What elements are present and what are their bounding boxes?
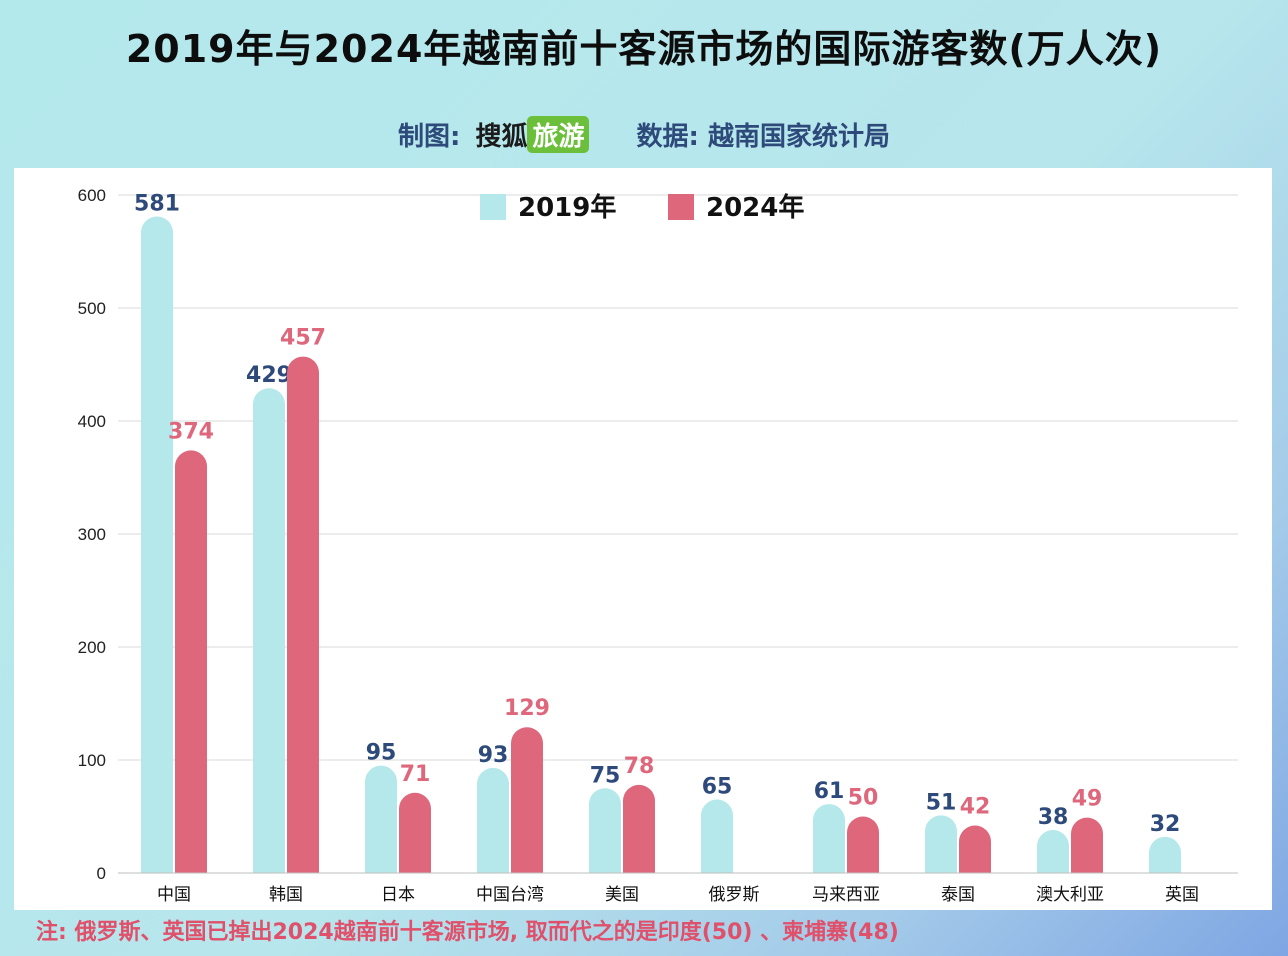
data-label-2024: 42 [960,795,991,820]
credits: 制图: 搜狐 旅游 数据: 越南国家统计局 [0,116,1288,153]
x-category-label: 泰国 [941,885,975,905]
y-tick-label: 500 [78,299,106,318]
data-label-2024: 78 [624,754,655,779]
y-tick-label: 600 [78,186,106,205]
y-tick-label: 200 [78,638,106,657]
bar-2019 [477,767,509,873]
data-label-2024: 374 [168,419,214,444]
bar-2024 [287,356,319,874]
bar-2024 [847,816,879,873]
bar-2019 [365,765,397,873]
data-label-2024: 129 [504,696,550,721]
bar-2019 [1037,830,1069,873]
x-category-label: 俄罗斯 [709,885,760,905]
bar-2024 [1071,817,1103,873]
bar-2024 [175,450,207,873]
x-category-label: 马来西亚 [812,885,880,905]
bar-2019 [141,216,173,874]
data-label-2024: 50 [848,786,879,811]
x-category-label: 中国 [157,885,191,905]
x-category-label: 中国台湾 [476,885,544,905]
legend-2024-swatch [668,194,694,220]
data-label-2024: 49 [1072,787,1103,812]
x-category-label: 澳大利亚 [1036,885,1104,905]
bar-2019 [1149,836,1181,873]
bar-2024 [623,784,655,873]
footnote: 注: 俄罗斯、英国已掉出2024越南前十客源市场, 取而代之的是印度(50) 、… [36,920,899,945]
data-label-2019: 75 [590,763,621,788]
data-label-2019: 61 [814,779,845,804]
bar-2019 [589,788,621,873]
data-label-2019: 32 [1150,812,1181,837]
chart-title: 2019年与2024年越南前十客源市场的国际游客数(万人次) [125,27,1163,71]
y-tick-label: 0 [97,864,106,883]
chart-panel: 0 100 200 300 400 500 600 581 374 中国 429 457 韩国 95 71 日… [14,168,1272,910]
legend-2019-swatch [480,194,506,220]
x-category-label: 英国 [1165,885,1199,905]
legend-2024-label: 2024年 [706,192,804,223]
data-label-2019: 38 [1038,805,1069,830]
bar-2019 [813,804,845,873]
data-label-2024: 71 [400,762,431,787]
source-label: 数据: [636,122,699,152]
brand-name: 搜狐 [475,122,528,152]
bar-2019 [701,799,733,873]
bar-2024 [959,825,991,873]
x-category-label: 韩国 [269,885,303,905]
data-label-2019: 65 [702,775,733,800]
bar-2019 [925,815,957,873]
y-tick-label: 400 [78,412,106,431]
y-tick-label: 300 [78,525,106,544]
author-label: 制图: [397,122,461,152]
data-label-2019: 429 [246,363,292,388]
bar-2024 [399,792,431,873]
data-label-2019: 95 [366,741,397,766]
data-label-2019: 51 [926,790,957,815]
brand-badge: 旅游 [527,116,590,153]
data-label-2019: 581 [134,191,180,216]
x-category-label: 美国 [605,885,639,905]
data-label-2019: 93 [478,743,509,768]
y-tick-label: 100 [78,751,106,770]
data-label-2024: 457 [280,326,326,351]
legend-2019-label: 2019年 [518,192,616,223]
bar-2019 [253,388,285,873]
x-category-label: 日本 [381,885,415,905]
source-name: 越南国家统计局 [708,122,891,152]
bar-2024 [511,727,543,873]
